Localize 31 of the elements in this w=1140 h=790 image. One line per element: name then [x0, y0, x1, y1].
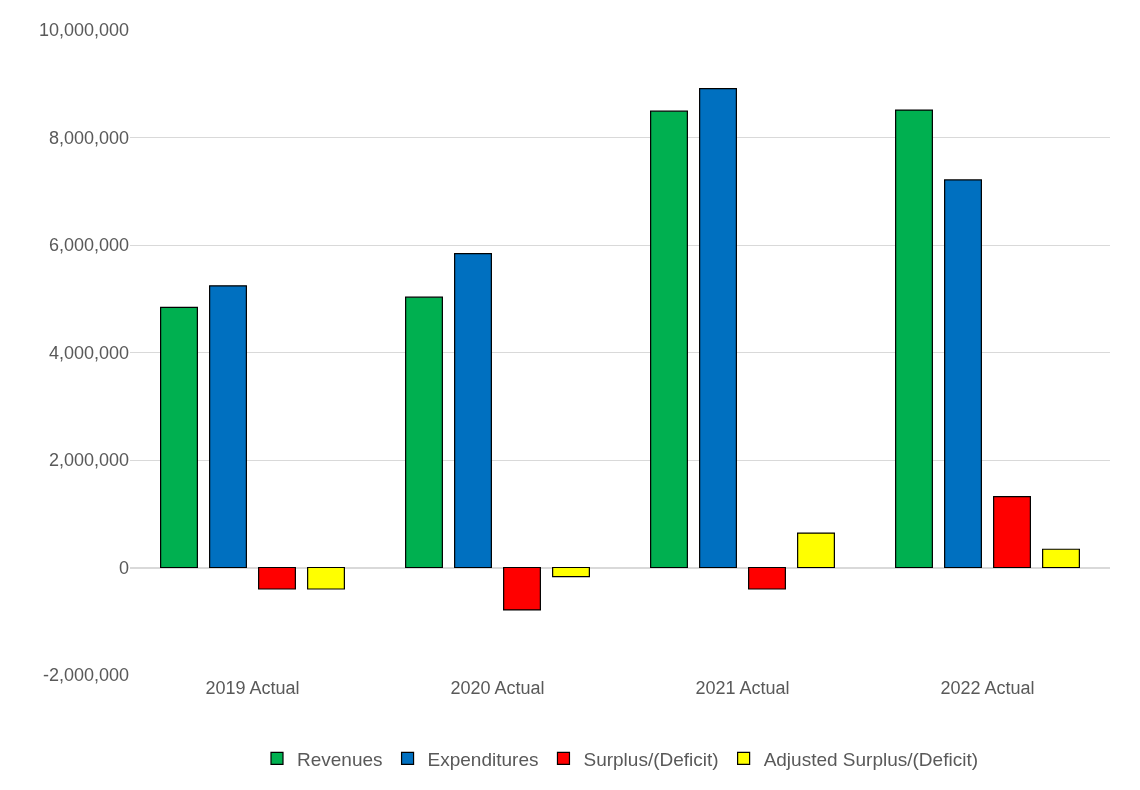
- y-tick-label: -2,000,000: [42, 665, 129, 686]
- bar: [944, 179, 982, 569]
- bar: [748, 566, 786, 590]
- y-tick-label: 4,000,000: [48, 342, 129, 363]
- bar: [503, 566, 541, 611]
- bar: [993, 495, 1031, 569]
- y-tick-label: 10,000,000: [38, 20, 129, 41]
- y-tick-label: 2,000,000: [48, 450, 129, 471]
- bar: [209, 285, 247, 569]
- bar: [1042, 548, 1080, 569]
- legend-label: Adjusted Surplus/(Deficit): [763, 748, 978, 770]
- x-tick-label: 2021 Actual: [695, 678, 790, 698]
- bar: [160, 306, 198, 569]
- bar: [797, 532, 835, 569]
- bar: [895, 109, 933, 569]
- x-tick-label: 2022 Actual: [940, 678, 1035, 698]
- y-tick-label: 8,000,000: [48, 127, 129, 148]
- bar: [650, 110, 688, 569]
- x-tick-label: 2019 Actual: [205, 678, 300, 698]
- legend-label: Surplus/(Deficit): [583, 748, 719, 770]
- bar: [258, 566, 296, 590]
- legend-label: Expenditures: [427, 748, 539, 770]
- bar: [454, 253, 492, 569]
- y-tick-label: 0: [118, 557, 129, 578]
- bar: [307, 566, 345, 590]
- y-tick-label: 6,000,000: [48, 235, 129, 256]
- bar: [405, 296, 443, 569]
- legend-label: Revenues: [297, 748, 383, 770]
- bar: [552, 566, 590, 578]
- x-tick-label: 2020 Actual: [450, 678, 545, 698]
- bar: [699, 87, 737, 569]
